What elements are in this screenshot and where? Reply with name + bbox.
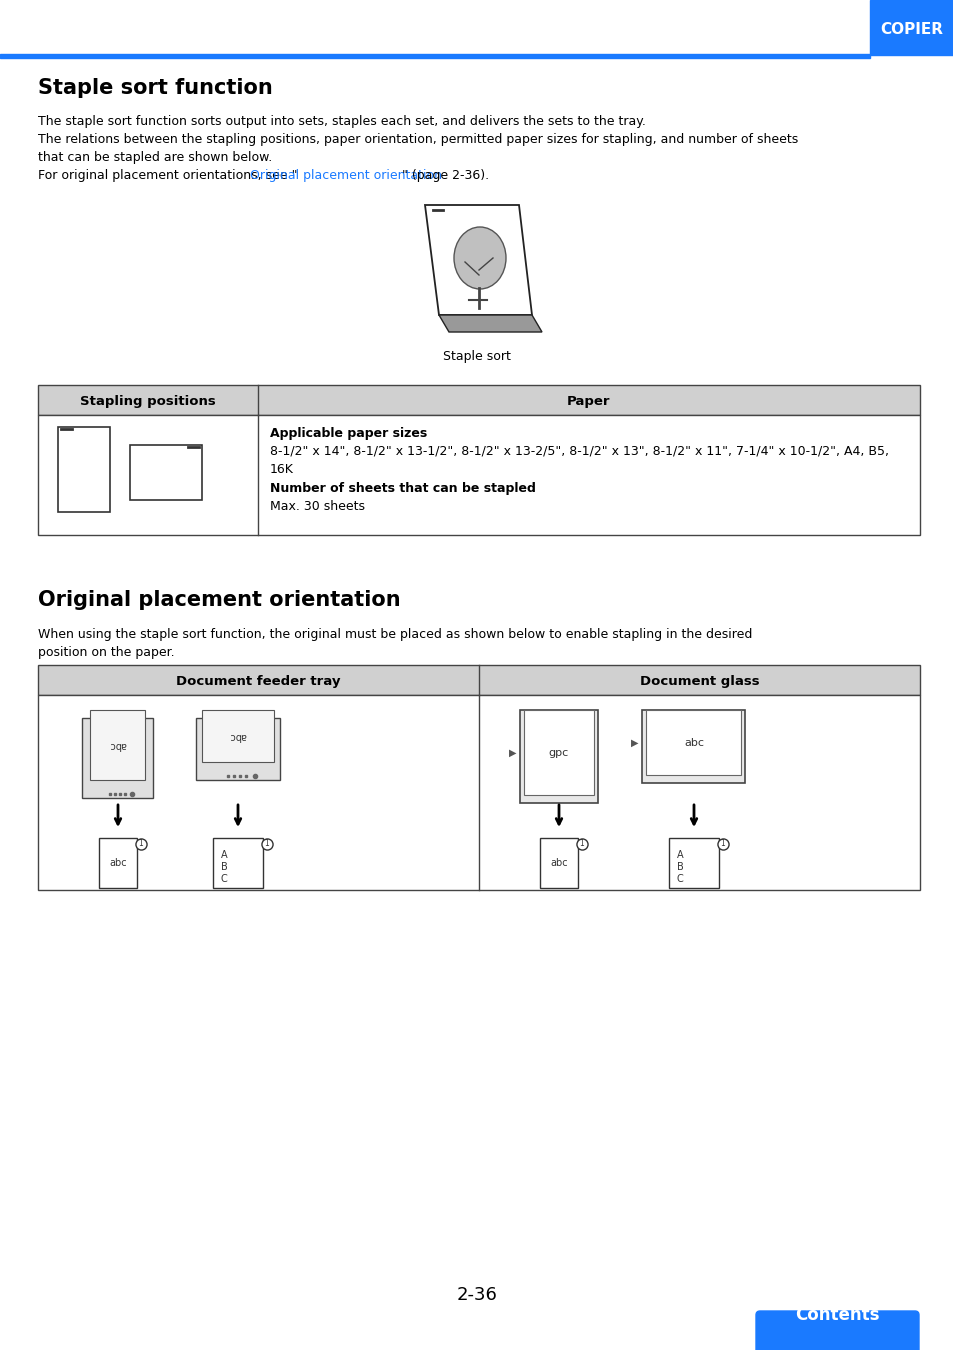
Text: B: B — [221, 863, 228, 872]
Text: Stapling positions: Stapling positions — [80, 396, 215, 409]
Bar — [523, 710, 594, 795]
Bar — [641, 710, 744, 783]
Bar — [38, 414, 919, 535]
Bar — [195, 718, 280, 780]
Text: COPIER: COPIER — [880, 23, 943, 38]
Text: C: C — [221, 873, 228, 884]
Text: 1: 1 — [138, 840, 143, 849]
Bar — [869, 0, 953, 55]
FancyBboxPatch shape — [755, 1311, 918, 1350]
Text: ▶: ▶ — [508, 748, 516, 757]
Text: abc: abc — [109, 859, 127, 868]
Text: abc: abc — [683, 737, 703, 748]
Text: that can be stapled are shown below.: that can be stapled are shown below. — [38, 151, 272, 163]
Text: Applicable paper sizes: Applicable paper sizes — [270, 427, 427, 440]
Text: abc: abc — [229, 730, 247, 741]
Bar — [99, 838, 137, 888]
Text: Document glass: Document glass — [639, 675, 759, 688]
Text: Original placement orientation: Original placement orientation — [250, 169, 441, 182]
Bar — [0, 54, 869, 58]
Text: A: A — [221, 850, 228, 860]
Text: B: B — [677, 863, 683, 872]
Text: ▶: ▶ — [630, 737, 638, 748]
Bar — [130, 446, 202, 500]
Text: C: C — [677, 873, 683, 884]
Bar — [202, 710, 274, 761]
Bar — [539, 838, 578, 888]
Text: Paper: Paper — [567, 396, 610, 409]
Bar — [38, 666, 919, 695]
Text: Document feeder tray: Document feeder tray — [176, 675, 340, 688]
Text: When using the staple sort function, the original must be placed as shown below : When using the staple sort function, the… — [38, 628, 752, 641]
Bar — [213, 838, 263, 888]
Text: abc: abc — [109, 740, 127, 751]
Text: Original placement orientation: Original placement orientation — [38, 590, 400, 610]
Bar — [38, 695, 919, 890]
Text: position on the paper.: position on the paper. — [38, 647, 174, 659]
Bar — [519, 710, 598, 803]
Text: A: A — [677, 850, 683, 860]
Text: 16K: 16K — [270, 463, 294, 477]
Text: The staple sort function sorts output into sets, staples each set, and delivers : The staple sort function sorts output in… — [38, 115, 645, 128]
Polygon shape — [424, 205, 532, 315]
Text: Staple sort function: Staple sort function — [38, 78, 273, 99]
Text: Max. 30 sheets: Max. 30 sheets — [270, 500, 365, 513]
Text: 2-36: 2-36 — [456, 1287, 497, 1304]
Text: The relations between the stapling positions, paper orientation, permitted paper: The relations between the stapling posit… — [38, 134, 798, 146]
Text: 1: 1 — [264, 840, 269, 849]
Ellipse shape — [454, 227, 505, 289]
Bar — [38, 385, 919, 414]
Text: For original placement orientations, see ": For original placement orientations, see… — [38, 169, 297, 182]
Bar — [646, 710, 740, 775]
Bar — [58, 427, 110, 512]
Text: Contents: Contents — [795, 1305, 879, 1324]
Bar — [668, 838, 719, 888]
Text: " (page 2-36).: " (page 2-36). — [401, 169, 488, 182]
Text: Staple sort: Staple sort — [442, 350, 511, 363]
Polygon shape — [438, 315, 541, 332]
Text: gpc: gpc — [548, 748, 569, 757]
Bar — [91, 710, 146, 780]
Text: abc: abc — [550, 859, 567, 868]
Text: 1: 1 — [579, 840, 584, 849]
Text: Number of sheets that can be stapled: Number of sheets that can be stapled — [270, 482, 536, 495]
Bar — [82, 718, 153, 798]
Text: 8-1/2" x 14", 8-1/2" x 13-1/2", 8-1/2" x 13-2/5", 8-1/2" x 13", 8-1/2" x 11", 7-: 8-1/2" x 14", 8-1/2" x 13-1/2", 8-1/2" x… — [270, 446, 888, 458]
Text: 1: 1 — [720, 840, 724, 849]
